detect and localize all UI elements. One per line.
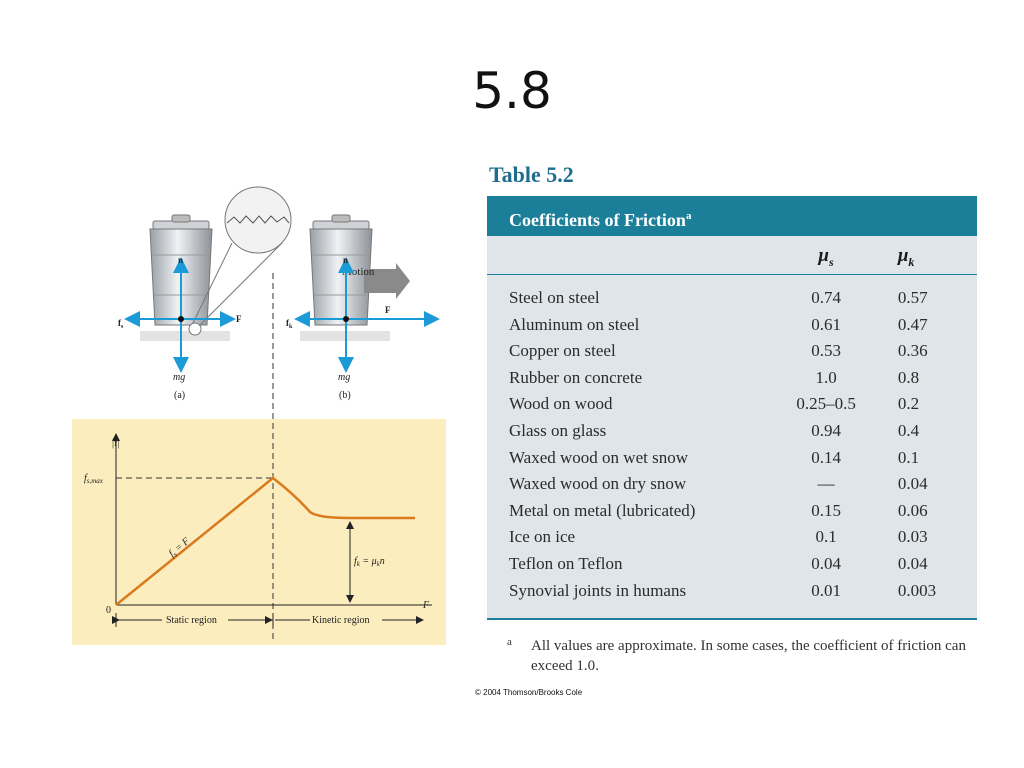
table-row: Metal on metal (lubricated) 0.15 0.06 bbox=[487, 498, 977, 525]
friction-figure: Motion n F fs mg (a) n F fk mg (b) |f| 0… bbox=[60, 185, 460, 655]
material-cell: Wood on wood bbox=[509, 394, 613, 414]
motion-arrow bbox=[364, 263, 410, 299]
F-label-a: F bbox=[236, 314, 242, 324]
mu-s-cell: 0.1 bbox=[815, 527, 837, 547]
table-row: Rubber on concrete 1.0 0.8 bbox=[487, 365, 977, 392]
mu-k-cell: 0.03 bbox=[897, 527, 928, 547]
friction-diagram: Motion n F fs mg (a) n F fk mg (b) |f| 0… bbox=[72, 186, 446, 645]
table-body: μs μk Steel on steel 0.74 0.57 Aluminum on … bbox=[487, 236, 977, 619]
mu-s-cell: 0.01 bbox=[811, 580, 841, 600]
table-row: Synovial joints in humans 0.01 0.003 bbox=[487, 578, 977, 605]
mu-s-cell: 0.61 bbox=[811, 314, 841, 334]
mu-s-cell: 1.0 bbox=[815, 367, 837, 387]
surface-magnifier bbox=[188, 186, 292, 336]
mu-k-cell: 0.8 bbox=[897, 367, 920, 387]
material-cell: Rubber on concrete bbox=[509, 367, 643, 387]
caption-a: (a) bbox=[174, 390, 185, 401]
material-cell: Synovial joints in humans bbox=[509, 580, 687, 600]
table-rows: Steel on steel 0.74 0.57 Aluminum on steel 0… bbox=[487, 285, 977, 604]
footnote-mark: a bbox=[507, 636, 512, 649]
mu-k-cell: 0.04 bbox=[897, 474, 928, 494]
mu-s-cell: 0.94 bbox=[811, 420, 841, 440]
table-header: Coefficients of Frictiona bbox=[487, 196, 977, 236]
x-axis-label: F bbox=[422, 600, 430, 611]
table-row: Aluminum on steel 0.61 0.47 bbox=[487, 312, 977, 339]
mu-s-cell: 0.74 bbox=[811, 288, 841, 307]
material-cell: Copper on steel bbox=[509, 341, 616, 361]
friction-curve bbox=[115, 476, 415, 606]
ground-a bbox=[140, 331, 230, 341]
material-cell: Teflon on Teflon bbox=[509, 553, 623, 573]
mu-k-cell: 0.57 bbox=[897, 288, 928, 307]
table-header-text: Coefficients of Friction bbox=[509, 210, 686, 230]
table-row: Steel on steel 0.74 0.57 bbox=[487, 285, 977, 312]
table-footnote: a All values are approximate. In some ca… bbox=[507, 636, 977, 676]
table-row: Waxed wood on wet snow 0.14 0.1 bbox=[487, 445, 977, 472]
table-header-footnote-mark: a bbox=[685, 210, 692, 222]
column-header-mu-s: μs bbox=[818, 245, 834, 269]
material-cell: Steel on steel bbox=[509, 288, 600, 307]
mu-s-cell: 0.53 bbox=[811, 341, 841, 361]
mu-s-cell: 0.14 bbox=[811, 447, 841, 467]
material-cell: Aluminum on steel bbox=[509, 314, 640, 334]
origin-label: 0 bbox=[106, 605, 111, 616]
mu-s-cell: 0.04 bbox=[811, 553, 841, 573]
table-row: Teflon on Teflon 0.04 0.04 bbox=[487, 551, 977, 578]
mu-s-cell: — bbox=[817, 474, 835, 494]
table-row: Glass on glass 0.94 0.4 bbox=[487, 418, 977, 445]
table-row: Copper on steel 0.53 0.36 bbox=[487, 338, 977, 365]
mu-k-cell: 0.2 bbox=[897, 394, 920, 414]
friction-table: Table 5.2 Coefficients of Frictiona μs μ… bbox=[487, 162, 977, 676]
material-cell: Glass on glass bbox=[509, 420, 607, 440]
kinetic-region-label: Kinetic region bbox=[312, 615, 369, 626]
copyright-notice: © 2004 Thomson/Brooks Cole bbox=[475, 688, 583, 697]
mu-k-cell: 0.04 bbox=[897, 553, 928, 573]
F-label-b: F bbox=[385, 305, 391, 315]
material-cell: Waxed wood on wet snow bbox=[509, 447, 688, 467]
table-bottom-rule bbox=[487, 618, 977, 621]
fs-max-label: fs,max bbox=[84, 473, 104, 485]
material-cell: Metal on metal (lubricated) bbox=[509, 500, 696, 520]
footnote-text: All values are approximate. In some case… bbox=[531, 638, 966, 675]
mu-k-cell: 0.06 bbox=[897, 500, 928, 520]
table-row: Ice on ice 0.1 0.03 bbox=[487, 524, 977, 551]
material-cell: Ice on ice bbox=[509, 527, 576, 547]
n-label-b: n bbox=[343, 255, 348, 265]
slide-title: 5.8 bbox=[472, 62, 552, 120]
material-cell: Waxed wood on dry snow bbox=[509, 474, 687, 494]
fs-label: fs bbox=[118, 318, 124, 330]
mu-s-cell: 0.15 bbox=[811, 500, 841, 520]
caption-b: (b) bbox=[339, 390, 351, 401]
fk-label: fk bbox=[286, 318, 293, 330]
y-axis-label: |f| bbox=[112, 438, 119, 449]
column-header-row: μs μk bbox=[487, 236, 977, 275]
n-label-a: n bbox=[178, 255, 183, 265]
mg-label-b: mg bbox=[338, 372, 350, 383]
column-header-mu-k: μk bbox=[897, 245, 915, 269]
mu-k-cell: 0.47 bbox=[897, 314, 928, 334]
table-row: Waxed wood on dry snow — 0.04 bbox=[487, 471, 977, 498]
mg-label-a: mg bbox=[173, 372, 185, 383]
mu-k-cell: 0.4 bbox=[897, 420, 920, 440]
table-caption: Table 5.2 bbox=[489, 162, 574, 187]
mu-k-cell: 0.003 bbox=[897, 580, 937, 600]
mu-s-cell: 0.25–0.5 bbox=[796, 394, 856, 414]
kinetic-eq-label: fk = μkn bbox=[354, 556, 385, 568]
table-row: Wood on wood 0.25–0.5 0.2 bbox=[487, 391, 977, 418]
mu-k-cell: 0.1 bbox=[897, 447, 920, 467]
static-region-label: Static region bbox=[166, 615, 217, 626]
trash-can-b bbox=[309, 214, 373, 326]
mu-k-cell: 0.36 bbox=[897, 341, 928, 361]
